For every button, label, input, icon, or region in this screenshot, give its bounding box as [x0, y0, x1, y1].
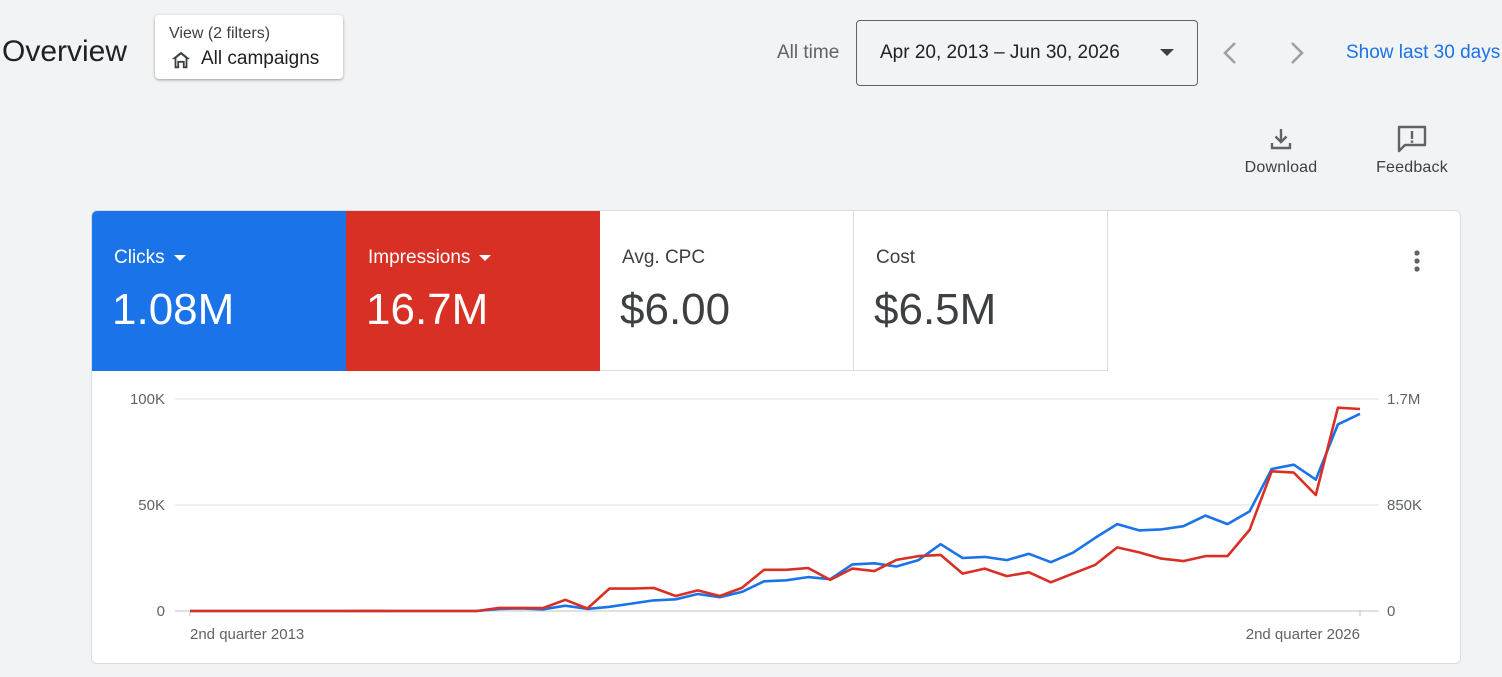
metric-tile-clicks[interactable]: Clicks 1.08M: [92, 211, 346, 371]
y-axis-left-tick: 50K: [138, 497, 165, 514]
view-selected-value: All campaigns: [201, 48, 320, 69]
show-last-30-days-link[interactable]: Show last 30 days: [1346, 42, 1501, 63]
series-line-impressions: [190, 406, 1361, 613]
y-axis-left-tick: 0: [157, 603, 165, 620]
download-button[interactable]: Download: [1231, 125, 1331, 177]
x-axis-label-start: 2nd quarter 2013: [190, 626, 304, 643]
metric-label-avg-cpc: Avg. CPC: [622, 247, 706, 268]
download-label: Download: [1244, 159, 1318, 176]
performance-card: Clicks 1.08M Impressions 16.7M Avg. CPC …: [91, 210, 1461, 664]
range-label: All time: [777, 42, 840, 63]
metric-label-text: Impressions: [368, 247, 471, 268]
y-axis-right-tick: 0: [1387, 603, 1395, 620]
series-line-clicks: [190, 412, 1361, 613]
metric-label-impressions: Impressions: [368, 247, 492, 269]
home-icon: [171, 51, 191, 69]
y-axis-right-tick: 850K: [1387, 497, 1422, 514]
metric-tile-impressions[interactable]: Impressions 16.7M: [346, 211, 600, 371]
metric-value-impressions: 16.7M: [366, 285, 489, 334]
feedback-button[interactable]: Feedback: [1362, 125, 1462, 177]
date-range-value: Apr 20, 2013 – Jun 30, 2026: [880, 42, 1120, 63]
chevron-left-icon[interactable]: [1214, 36, 1248, 70]
y-axis-left-tick: 100K: [130, 391, 165, 408]
metric-label-cost: Cost: [876, 247, 916, 268]
view-filter-label: View (2 filters): [169, 25, 271, 42]
metric-tile-cost[interactable]: Cost $6.5M: [854, 211, 1108, 371]
download-icon: [1270, 129, 1292, 150]
x-axis-label-end: 2nd quarter 2026: [1246, 626, 1360, 643]
metric-value-avg-cpc: $6.00: [620, 285, 731, 334]
feedback-label: Feedback: [1376, 159, 1448, 176]
caret-down-icon: [479, 254, 492, 261]
metric-tile-avg-cpc[interactable]: Avg. CPC $6.00: [600, 211, 854, 371]
metric-value-cost: $6.5M: [874, 285, 997, 334]
y-axis-right-tick: 1.7M: [1387, 391, 1420, 408]
more-vert-icon[interactable]: [1405, 247, 1429, 275]
caret-down-icon: [1160, 49, 1174, 56]
feedback-icon: [1397, 125, 1427, 153]
metric-label-clicks: Clicks: [114, 247, 186, 269]
performance-line-chart: 0 50K 100K 0 850K 1.7M 2nd quarter 2013 2nd qua…: [130, 391, 1422, 643]
caret-down-icon: [173, 254, 186, 261]
page-title: Overview: [2, 35, 128, 68]
chevron-right-icon[interactable]: [1279, 36, 1313, 70]
metric-label-text: Clicks: [114, 247, 165, 268]
date-range-select[interactable]: Apr 20, 2013 – Jun 30, 2026: [856, 20, 1198, 86]
metric-value-clicks: 1.08M: [112, 285, 235, 334]
view-selector-chip[interactable]: View (2 filters) All campaigns: [155, 15, 343, 79]
